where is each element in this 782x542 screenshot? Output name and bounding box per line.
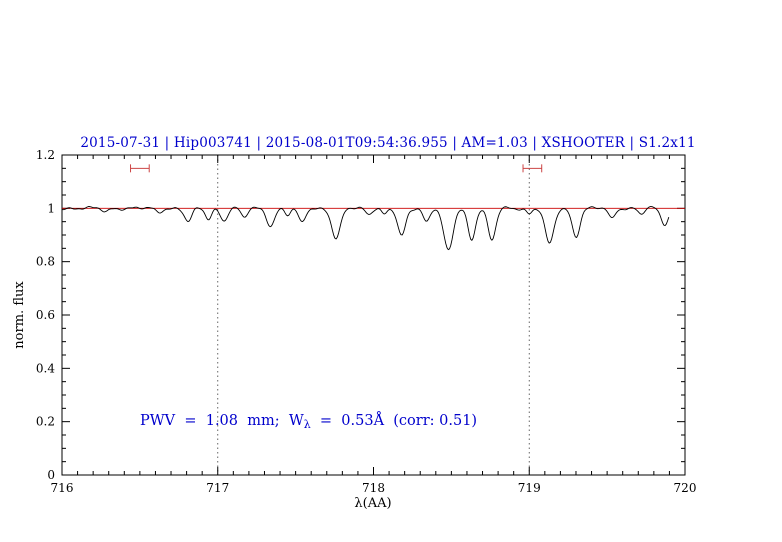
x-tick-label: 716 (51, 481, 74, 495)
pwv-annotation-part2: = 0.53Å (corr: 0.51) (311, 411, 477, 429)
chart-dynamic-layer: 716 717 718 719 720 0 0.2 0.4 0.6 0.8 1 1.2 (36, 148, 697, 495)
y-tick-label: 0.2 (36, 415, 55, 429)
x-tick-label: 720 (674, 481, 697, 495)
y-tick-label: 1 (47, 201, 55, 215)
y-tick-label: 0 (47, 468, 55, 482)
x-tick-label: 718 (362, 481, 385, 495)
x-tick-label: 719 (518, 481, 541, 495)
pwv-annotation-subscript: λ (304, 418, 311, 431)
y-tick-label: 0.6 (36, 308, 55, 322)
spectrum-line (61, 206, 670, 251)
y-tick-label: 0.8 (36, 255, 55, 269)
x-tick-label: 717 (206, 481, 229, 495)
pwv-annotation-part1: PWV = 1.08 mm; W (140, 413, 304, 429)
pwv-annotation: PWV = 1.08 mm; Wλ = 0.53Å (corr: 0.51) (140, 411, 477, 431)
x-axis-label: λ(AA) (354, 496, 391, 511)
y-axis-label: norm. flux (12, 281, 27, 349)
y-tick-label: 0.4 (36, 361, 55, 375)
y-tick-label: 1.2 (36, 148, 55, 162)
chart-title: 2015-07-31 | Hip003741 | 2015-08-01T09:5… (80, 135, 695, 151)
